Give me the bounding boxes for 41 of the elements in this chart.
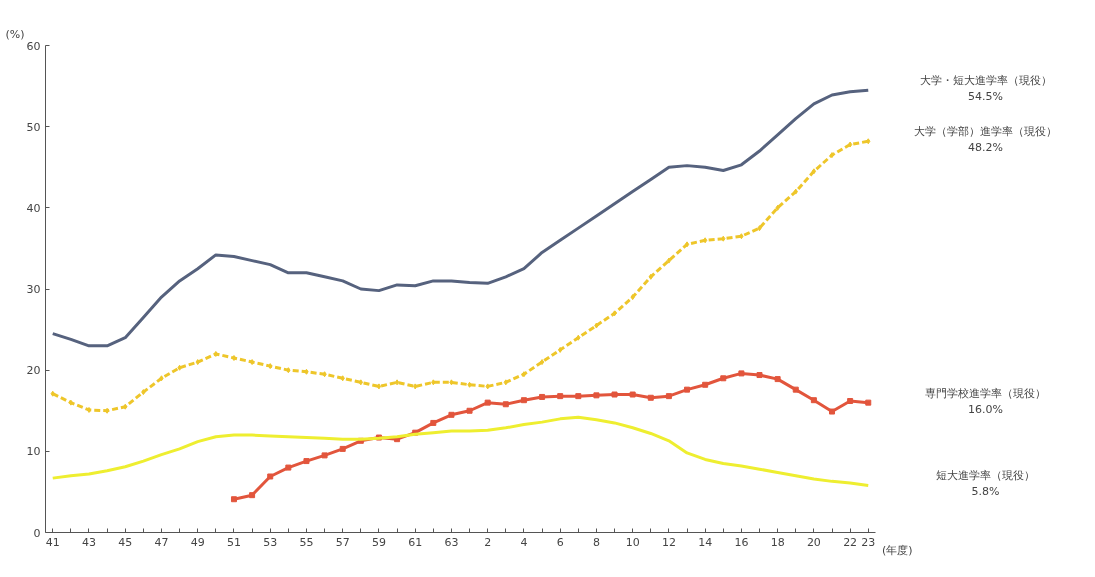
x-axis-title: (年度) <box>882 543 913 557</box>
y-axis-title: (%) <box>5 27 25 41</box>
x-tick-label: 53 <box>263 535 278 549</box>
x-tick-label: 20 <box>806 535 821 549</box>
x-tick-label: 6 <box>556 535 564 549</box>
x-tick-label: 8 <box>592 535 600 549</box>
x-tick-label: 57 <box>335 535 350 549</box>
text: 大学・短大進学率（現役） <box>919 74 1052 88</box>
x-tick-label: 18 <box>770 535 785 549</box>
y-tick-label: 0 <box>33 526 41 540</box>
x-tick-label: 14 <box>698 535 713 549</box>
y-tick-label: 10 <box>26 445 41 459</box>
y-tick-label: 40 <box>26 201 41 215</box>
x-tick-label: 16 <box>734 535 749 549</box>
x-tick-label: 61 <box>408 535 423 549</box>
x-tick-label: 59 <box>371 535 386 549</box>
text: 大学（学部）進学率（現役） <box>914 125 1057 139</box>
x-tick-label: 12 <box>661 535 676 549</box>
text: 16.0% <box>968 402 1003 416</box>
text: 短大進学率（現役） <box>936 469 1035 483</box>
x-tick-label: 51 <box>226 535 241 549</box>
x-tick-label: 10 <box>625 535 640 549</box>
x-tick-label: 2 <box>484 535 492 549</box>
y-tick-label: 30 <box>26 283 41 296</box>
text: 専門学校進学率（現役） <box>925 386 1046 400</box>
y-tick-label: 50 <box>26 120 41 134</box>
x-tick-label: 23 <box>861 535 876 549</box>
x-tick-label: 49 <box>190 535 205 549</box>
x-tick-label: 4 <box>520 535 528 549</box>
text: 48.2% <box>968 141 1003 155</box>
x-tick-label: 22 <box>843 535 858 549</box>
text: 54.5% <box>968 90 1003 104</box>
x-tick-label: 45 <box>118 535 133 549</box>
x-tick-label: 63 <box>444 535 459 549</box>
x-tick-label: 41 <box>45 535 60 549</box>
x-tick-label: 55 <box>299 535 314 549</box>
x-tick-label: 43 <box>81 535 96 549</box>
x-tick-label: 47 <box>154 535 169 549</box>
y-tick-label: 60 <box>26 39 41 53</box>
y-tick-label: 20 <box>26 364 41 378</box>
text: 5.8% <box>971 485 1000 499</box>
